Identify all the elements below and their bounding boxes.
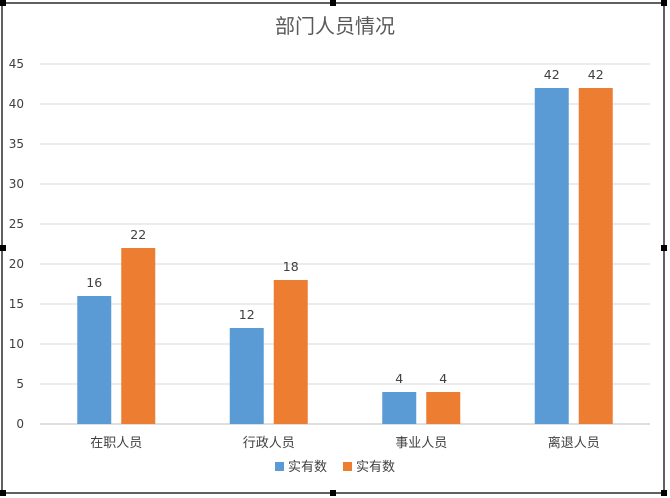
data-label: 12 <box>239 307 255 322</box>
bar-series-2[interactable] <box>578 88 613 424</box>
data-label: 18 <box>283 259 299 274</box>
legend-entry[interactable]: 实有数 <box>288 460 327 475</box>
data-label: 4 <box>439 371 447 386</box>
resize-handle-bottom-right[interactable] <box>661 490 667 496</box>
legend-swatch <box>343 462 352 471</box>
legend: 实有数 实有数 <box>275 460 395 475</box>
resize-handle-top-left[interactable] <box>0 0 6 6</box>
x-category-label: 事业人员 <box>395 436 447 451</box>
resize-handle-top-right[interactable] <box>661 0 667 6</box>
y-axis-ticks: 0 5 10 15 20 25 30 35 40 45 <box>9 57 24 431</box>
data-label: 16 <box>86 275 102 290</box>
bar-series-1[interactable] <box>229 328 264 424</box>
y-tick-label: 20 <box>9 257 24 271</box>
chart-title: 部门人员情况 <box>275 14 395 38</box>
resize-handle-middle-right[interactable] <box>661 245 667 251</box>
bar-series-1[interactable] <box>534 88 569 424</box>
data-label: 42 <box>588 67 604 82</box>
x-category-label: 行政人员 <box>243 436 295 451</box>
y-tick-label: 15 <box>9 297 24 311</box>
y-tick-label: 35 <box>9 137 24 151</box>
legend-swatch <box>275 462 284 471</box>
bar-series-1[interactable] <box>382 392 417 424</box>
x-category-label: 离退人员 <box>548 435 600 451</box>
data-label: 42 <box>544 67 560 82</box>
legend-entry[interactable]: 实有数 <box>356 460 395 475</box>
bars <box>77 88 613 424</box>
data-label: 22 <box>130 227 146 242</box>
bar-series-1[interactable] <box>77 296 112 424</box>
bar-series-2[interactable] <box>121 248 156 424</box>
x-axis-categories: 在职人员 行政人员 事业人员 离退人员 <box>90 435 600 451</box>
resize-handle-bottom-center[interactable] <box>330 490 336 496</box>
y-tick-label: 0 <box>16 417 24 431</box>
bar-series-2[interactable] <box>273 280 308 424</box>
data-labels: 16 22 12 18 4 4 42 42 <box>86 67 603 386</box>
y-tick-label: 10 <box>9 337 24 351</box>
x-category-label: 在职人员 <box>90 436 142 451</box>
bar-series-2[interactable] <box>426 392 461 424</box>
y-tick-label: 5 <box>16 377 24 391</box>
y-tick-label: 45 <box>9 57 24 71</box>
y-tick-label: 30 <box>9 177 24 191</box>
y-tick-label: 40 <box>9 97 24 111</box>
resize-handle-top-center[interactable] <box>330 0 336 6</box>
resize-handle-bottom-left[interactable] <box>0 490 6 496</box>
resize-handle-middle-left[interactable] <box>0 245 6 251</box>
data-label: 4 <box>395 371 403 386</box>
y-tick-label: 25 <box>9 217 24 231</box>
